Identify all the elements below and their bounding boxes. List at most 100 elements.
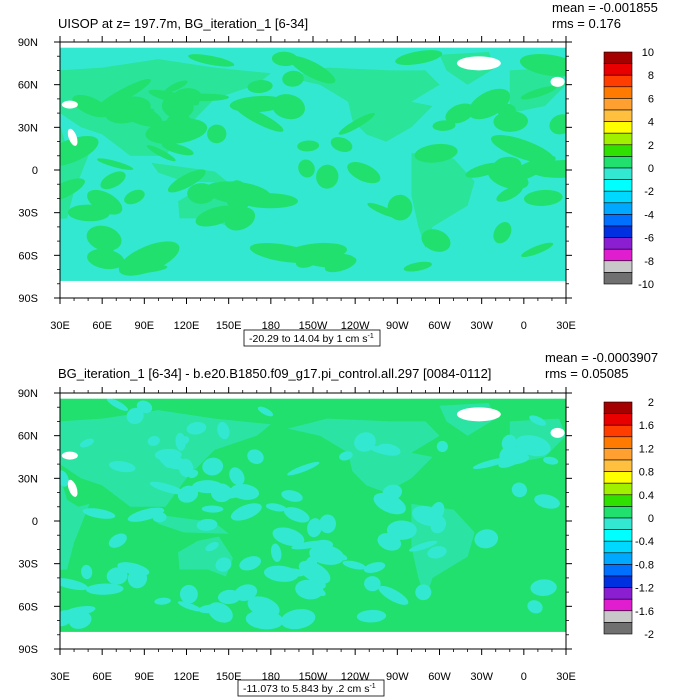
colorbar-label: 0 (648, 513, 654, 525)
field-patch (97, 158, 134, 170)
svg-text:-20.29 to 14.04 by 1 cm s-1: -20.29 to 14.04 by 1 cm s-1 (249, 333, 374, 345)
land-region (60, 475, 90, 570)
colorbar-box (603, 74, 633, 88)
no-data-red-sea (67, 128, 78, 146)
panel-2-mean: mean = -0.0003907 (545, 350, 658, 365)
x-tick-label: 60E (92, 671, 112, 683)
colorbar-box (603, 63, 633, 76)
field-patch (465, 162, 503, 178)
x-tick-label: 30W (470, 320, 493, 332)
colorbar-box (603, 448, 633, 461)
panel-2-map (60, 393, 566, 649)
field-patch (295, 579, 324, 600)
field-patch (363, 562, 386, 573)
x-tick-label: 60E (92, 320, 112, 332)
colorbar-box (603, 424, 633, 438)
colorbar-box (603, 575, 633, 588)
field-patch (230, 503, 262, 521)
field-patch (367, 202, 400, 219)
field-patch (474, 529, 499, 549)
field-patch (395, 50, 443, 66)
colorbar-label: -4 (644, 209, 654, 221)
colorbar-box (603, 167, 633, 180)
colorbar-box (603, 471, 633, 484)
field-patch (257, 406, 274, 417)
field-patch (265, 503, 287, 512)
colorbar-label: 2 (648, 397, 654, 409)
colorbar-label: -0.4 (635, 536, 654, 548)
land-region (151, 162, 229, 183)
field-patch (272, 527, 305, 547)
field-patch (436, 440, 448, 453)
colorbar-label: 10 (642, 47, 654, 59)
colorbar-box (603, 51, 633, 64)
colorbar-box (603, 237, 633, 250)
field-patch (81, 564, 93, 580)
field-patch (291, 540, 327, 550)
field-patch (342, 560, 366, 570)
field-patch (297, 140, 320, 152)
field-patch (255, 612, 274, 623)
field-patch (347, 162, 381, 184)
field-patch (69, 611, 92, 629)
field-patch (304, 555, 318, 574)
field-patch (87, 189, 123, 215)
field-patch (201, 505, 224, 513)
field-patch (239, 556, 262, 571)
y-tick-label: 30N (18, 122, 38, 134)
field-patch (119, 264, 168, 274)
no-data-caspian (61, 100, 78, 109)
field-patch (234, 584, 258, 601)
panel-1-rms: rms = 0.176 (552, 16, 621, 31)
no-data-south (60, 280, 566, 298)
x-tick-label: 120E (174, 320, 200, 332)
field-patch (124, 189, 145, 205)
field-patch (543, 456, 559, 465)
colorbar-label: -1.2 (635, 583, 654, 595)
field-patch (280, 609, 316, 630)
no-data-greenland (456, 56, 501, 71)
x-tick-label: 90E (135, 671, 155, 683)
panel-2: BG_iteration_1 [6-34] - b.e20.B1850.f09_… (18, 350, 658, 697)
panel-1-mean: mean = -0.001855 (552, 0, 658, 15)
colorbar-box (603, 190, 633, 204)
x-tick-label: 30E (50, 320, 70, 332)
land-region (60, 59, 271, 156)
field-patch (117, 562, 150, 576)
x-tick-label: 120E (174, 671, 200, 683)
y-tick-label: 90N (18, 388, 38, 400)
colorbar-label: 2 (648, 140, 654, 152)
field-patch (229, 95, 287, 113)
y-tick-label: 90S (18, 644, 38, 656)
field-patch (154, 597, 171, 605)
colorbar-box (603, 225, 633, 238)
field-patch (207, 124, 227, 144)
field-patch (445, 103, 475, 124)
field-patch (179, 584, 198, 604)
field-patch (85, 583, 124, 595)
y-tick-label: 30N (18, 473, 38, 485)
no-data-red-sea (67, 479, 78, 497)
colorbar-box (603, 564, 633, 577)
colorbar-box (603, 494, 633, 507)
colorbar-label: 0.4 (639, 490, 654, 502)
colorbar-label: 0 (648, 163, 654, 175)
panel-2-rms: rms = 0.05085 (545, 366, 628, 381)
colorbar-box (603, 179, 633, 192)
x-tick-label: 90E (135, 320, 155, 332)
x-tick-label: 120W (341, 320, 370, 332)
colorbar-box (603, 86, 633, 99)
x-tick-label: 30W (470, 671, 493, 683)
y-tick-label: 30S (18, 208, 38, 220)
panel-1-range-sup: -1 (367, 333, 373, 340)
y-tick-label: 30S (18, 559, 38, 571)
colorbar-box (603, 272, 633, 285)
land-region (287, 67, 440, 142)
colorbar-label: 1.2 (639, 443, 654, 455)
colorbar-box (603, 529, 633, 542)
colorbar-label: 0.8 (639, 467, 654, 479)
colorbar-box (603, 156, 633, 169)
panel-2-title: BG_iteration_1 [6-34] - b.e20.B1850.f09_… (58, 366, 491, 381)
colorbar-box (603, 214, 633, 227)
y-tick-label: 90S (18, 293, 38, 305)
